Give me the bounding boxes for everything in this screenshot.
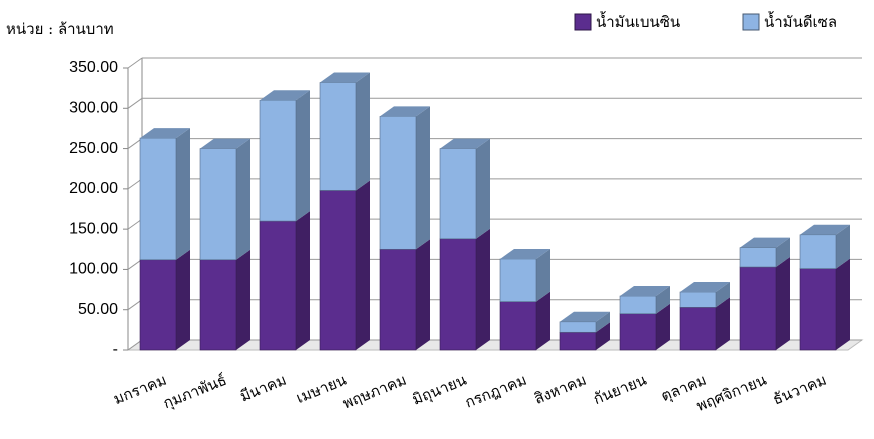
bar <box>499 301 537 351</box>
bar <box>139 137 177 261</box>
bar-side <box>236 249 250 350</box>
bar-side <box>596 311 610 333</box>
x-tick-label: กันยายน <box>591 371 649 409</box>
bar <box>679 291 717 308</box>
bar <box>619 313 657 351</box>
bar-side <box>236 138 250 260</box>
bar <box>439 148 477 240</box>
bar-side <box>656 286 670 314</box>
bar-side <box>836 224 850 269</box>
wall-line <box>127 97 143 109</box>
bar-side <box>356 180 370 350</box>
bar <box>619 295 657 315</box>
bar-side <box>836 258 850 350</box>
x-tick-label: กรกฎาคม <box>462 371 529 412</box>
y-tick-label: 200.00 <box>69 180 118 197</box>
bar <box>259 220 297 351</box>
bar <box>319 190 357 351</box>
bar <box>739 266 777 351</box>
bar <box>679 306 717 351</box>
legend-swatch <box>742 13 760 31</box>
bar-top <box>200 138 250 149</box>
bar-side <box>536 291 550 350</box>
bar-top <box>440 138 490 149</box>
wall-line <box>127 218 143 230</box>
bar-top <box>260 90 310 101</box>
x-tick-label: กุมภาพันธ์ <box>161 371 230 414</box>
x-tick-label: ธันวาคม <box>770 371 829 409</box>
bar-side <box>656 303 670 350</box>
y-tick-label: 250.00 <box>69 140 118 157</box>
bar <box>199 259 237 351</box>
bar-top <box>800 224 850 235</box>
wall-line <box>127 299 143 311</box>
bar <box>259 99 297 222</box>
y-tick-label: - <box>113 341 118 358</box>
bar-side <box>716 281 730 308</box>
wall-line <box>127 138 143 149</box>
bar <box>559 331 597 351</box>
bar-top <box>680 281 730 292</box>
y-tick-label: 300.00 <box>69 100 118 117</box>
bar-side <box>596 322 610 350</box>
bar <box>799 268 837 351</box>
y-tick-label: 150.00 <box>69 220 118 237</box>
bar <box>379 248 417 351</box>
legend-swatch <box>574 13 592 31</box>
wall-line <box>127 339 143 351</box>
bar <box>199 148 237 261</box>
x-tick-label: มิถุนายน <box>410 371 470 410</box>
wall-line <box>127 259 143 270</box>
bar-side <box>176 128 190 260</box>
bar-side <box>416 106 430 250</box>
bar-side <box>416 239 430 350</box>
x-tick-label: สิงหาคม <box>532 371 589 408</box>
y-tick-label: 100.00 <box>69 261 118 278</box>
bar-side <box>356 72 370 191</box>
bar-side <box>536 248 550 302</box>
legend-label: น้ำมันดีเซล <box>764 11 837 31</box>
x-tick-label: เมษายน <box>294 371 349 407</box>
bar-top <box>740 237 790 248</box>
bar <box>499 258 537 302</box>
bar <box>379 116 417 250</box>
bar-side <box>296 90 310 222</box>
bar-side <box>476 228 490 350</box>
bar-top <box>620 286 670 297</box>
bar-top <box>380 106 430 117</box>
wall-line <box>127 57 143 69</box>
bar-top <box>320 72 370 83</box>
x-tick-label: มีนาคม <box>237 371 289 406</box>
bar-side <box>716 297 730 350</box>
x-tick-label: พฤษภาคม <box>340 371 409 413</box>
bar <box>439 238 477 351</box>
wall-line <box>127 178 143 190</box>
bar <box>739 247 777 268</box>
bar-top <box>140 128 190 139</box>
bar-side <box>476 138 490 239</box>
bar-side <box>776 237 790 268</box>
y-tick-label: 50.00 <box>78 301 118 318</box>
bar-top <box>560 311 610 322</box>
bar-side <box>296 211 310 350</box>
y-tick-label: 350.00 <box>69 59 118 76</box>
bar <box>799 234 837 269</box>
bar <box>319 82 357 191</box>
legend-label: น้ำมันเบนซิน <box>596 11 680 31</box>
x-tick-label: พฤศจิกายน <box>694 371 769 415</box>
bar <box>139 259 177 351</box>
x-tick-label: มกราคม <box>111 371 169 408</box>
bar-top <box>500 248 550 259</box>
unit-label: หน่วย : ล้านบาท <box>6 20 114 38</box>
bar-side <box>776 257 790 350</box>
bar <box>559 321 597 333</box>
bar-side <box>176 249 190 350</box>
